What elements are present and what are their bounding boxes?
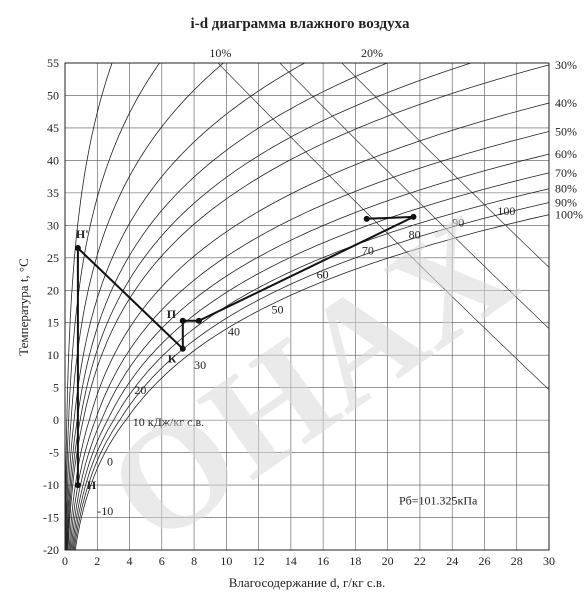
state-point — [74, 482, 81, 489]
x-tick-label: 8 — [191, 554, 197, 568]
chart-title: i-d диаграмма влажного воздуха — [191, 16, 410, 32]
enthalpy-label: 100 — [497, 204, 515, 218]
rh-label: 80% — [555, 182, 577, 196]
state-points: Н' Н К П — [74, 213, 417, 492]
state-point-label: П — [167, 307, 177, 321]
x-tick-label: 6 — [159, 554, 165, 568]
enthalpy-label: 80 — [409, 227, 421, 241]
y-tick-label: 15 — [47, 316, 59, 330]
state-point — [74, 245, 81, 252]
plot-border — [64, 62, 550, 551]
enthalpy-label: 30 — [194, 358, 206, 372]
x-tick-label: 14 — [285, 554, 297, 568]
x-tick-label: 12 — [253, 554, 265, 568]
state-point-label: К — [168, 352, 177, 366]
enthalpy-label: 60 — [317, 268, 329, 282]
x-tick-label: 22 — [414, 554, 426, 568]
enthalpy-label: 70 — [362, 244, 374, 258]
rh-curve — [74, 214, 549, 550]
rh-label: 30% — [555, 58, 577, 72]
enthalpy-label: 90 — [452, 216, 464, 230]
rh-curve — [68, 102, 549, 550]
x-tick-label: 0 — [62, 554, 68, 568]
state-point — [410, 213, 417, 220]
y-tick-label: 30 — [47, 218, 59, 232]
y-tick-label: 5 — [53, 381, 59, 395]
rh-curve — [67, 63, 473, 550]
y-tick-label: 45 — [47, 121, 59, 135]
enthalpy-line — [341, 63, 549, 268]
enthalpy-line — [279, 63, 549, 330]
rh-label: 10% — [209, 46, 231, 60]
enthalpy-label: 40 — [228, 325, 240, 339]
state-point — [179, 317, 186, 324]
x-tick-label: 16 — [317, 554, 329, 568]
rh-curve — [71, 172, 549, 550]
x-tick-label: 10 — [220, 554, 232, 568]
y-tick-label: 20 — [47, 283, 59, 297]
rh-curve — [66, 63, 389, 550]
x-tick-label: 24 — [446, 554, 458, 568]
enthalpy-label: 10 кДж/кг с.в. — [133, 415, 204, 429]
rh-label: 70% — [555, 166, 577, 180]
y-tick-label: 50 — [47, 88, 59, 102]
y-tick-label: -5 — [49, 446, 59, 460]
grid: 0 2 4 6 8 10 12 14 16 18 20 22 24 26 28 30-20-15-10-505… — [43, 56, 555, 568]
x-tick-label: 18 — [349, 554, 361, 568]
enthalpy-label: 0 — [107, 455, 113, 469]
enthalpy-label: -10 — [97, 504, 113, 518]
state-point-label: Н' — [76, 227, 89, 241]
state-point — [195, 317, 202, 324]
y-tick-label: 40 — [47, 153, 59, 167]
x-tick-label: 2 — [94, 554, 100, 568]
rh-label: 90% — [555, 196, 577, 210]
rh-curve — [73, 202, 549, 550]
rh-label: 60% — [555, 147, 577, 161]
state-point — [179, 345, 186, 352]
y-tick-label: 25 — [47, 251, 59, 265]
enthalpy-lines — [217, 63, 549, 391]
y-tick-label: 35 — [47, 186, 59, 200]
x-tick-label: 30 — [543, 554, 555, 568]
state-point — [363, 215, 370, 222]
rh-curve — [67, 64, 549, 550]
x-tick-label: 20 — [382, 554, 394, 568]
x-tick-label: 4 — [127, 554, 133, 568]
rh-label: 20% — [361, 46, 383, 60]
x-tick-label: 26 — [478, 554, 490, 568]
rh-curve — [65, 63, 113, 550]
y-tick-label: 55 — [47, 56, 59, 70]
watermark: ОНАХ — [79, 182, 543, 576]
x-tick-label: 28 — [511, 554, 523, 568]
rh-label: 40% — [555, 96, 577, 110]
enthalpy-line — [217, 63, 549, 391]
axes — [64, 62, 550, 551]
y-axis-label: Температура t, °С — [16, 258, 31, 356]
pressure-label: Рб=101.325кПа — [399, 494, 478, 508]
y-tick-label: -15 — [43, 511, 59, 525]
rh-curve — [66, 63, 306, 550]
y-tick-label: 0 — [53, 413, 59, 427]
y-tick-label: 10 — [47, 348, 59, 362]
state-point-label: Н — [87, 478, 97, 492]
rh-curve — [65, 63, 225, 550]
rh-curve — [70, 153, 549, 550]
y-tick-label: -20 — [43, 543, 59, 557]
x-axis-label: Влагосодержание d, г/кг с.в. — [229, 575, 385, 590]
rh-label: 100% — [555, 208, 583, 222]
curve-labels: 10% 20% 30% 40% 50% 60% 70% 80%90%100% -10 0 10 кД… — [97, 46, 583, 518]
rh-label: 50% — [555, 125, 577, 139]
enthalpy-label: 50 — [272, 303, 284, 317]
y-tick-label: -10 — [43, 478, 59, 492]
enthalpy-label: 20 — [134, 383, 146, 397]
